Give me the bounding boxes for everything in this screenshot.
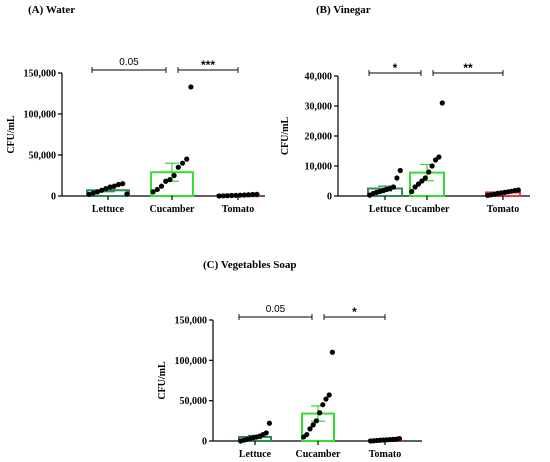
data-point: [111, 183, 117, 189]
x-tick-label: Lettuce: [239, 449, 272, 460]
data-point: [323, 396, 329, 402]
sig-label: ***: [201, 58, 215, 72]
data-point: [150, 189, 156, 195]
data-point: [422, 175, 428, 181]
panel-0: (A) Water 0 50,000 100,000 150,000 CFU/mL Lett…: [6, 4, 265, 215]
y-tick-label: 0: [202, 437, 207, 448]
data-point: [154, 186, 160, 193]
y-tick-label: 0: [327, 192, 332, 203]
data-point: [216, 193, 222, 199]
data-point: [307, 426, 313, 432]
data-point: [233, 192, 239, 198]
data-point: [94, 189, 101, 195]
data-point: [224, 193, 231, 199]
data-point: [515, 187, 521, 193]
data-point: [124, 191, 130, 197]
y-tick-label: 10,000: [305, 162, 333, 173]
x-tick-label: Tomato: [369, 449, 401, 460]
data-point: [429, 163, 435, 169]
data-point: [103, 186, 109, 192]
y-tick-label: 50,000: [180, 396, 208, 407]
data-point: [86, 191, 92, 197]
data-point: [326, 392, 332, 398]
y-tick-label: 150,000: [24, 69, 57, 80]
data-point: [241, 192, 247, 198]
data-point: [394, 175, 400, 181]
panel-title: (C) Vegetables Soap: [203, 259, 297, 271]
data-point: [115, 181, 122, 188]
x-tick-label: Tomato: [222, 204, 254, 215]
y-tick-label: 100,000: [175, 356, 208, 367]
y-axis-label: CFU/mL: [157, 361, 168, 400]
data-point: [90, 190, 96, 196]
data-point: [313, 418, 319, 424]
data-point: [184, 156, 190, 162]
data-point: [163, 178, 169, 184]
data-point: [415, 181, 422, 187]
x-tick-label: Cucamber: [405, 204, 451, 215]
panel-title: (B) Vinegar: [316, 4, 371, 16]
data-point: [390, 184, 397, 190]
data-point: [266, 420, 272, 426]
y-tick-label: 150,000: [175, 316, 208, 327]
data-point: [158, 183, 165, 189]
sig-label: 0.05: [119, 57, 139, 68]
data-point: [310, 422, 316, 428]
data-point: [412, 184, 418, 190]
sig-label: *: [352, 305, 357, 319]
data-point: [167, 177, 173, 183]
panel-2: (C) Vegetables Soap 0 50,000 100,000 150,000…: [157, 259, 422, 460]
sig-label: **: [463, 61, 473, 75]
data-point: [220, 193, 226, 199]
y-tick-label: 50,000: [29, 151, 57, 162]
data-point: [120, 181, 126, 187]
panel-1: (B) Vinegar 0 10,000 20,000 30,000 40,000 CFU/…: [280, 4, 530, 215]
y-tick-label: 20,000: [305, 132, 333, 143]
x-tick-label: Lettuce: [369, 204, 402, 215]
y-tick-label: 40,000: [305, 72, 333, 83]
data-point: [229, 192, 235, 199]
data-point: [254, 191, 260, 197]
data-point: [250, 191, 256, 198]
data-point: [179, 160, 186, 166]
data-point: [396, 435, 402, 442]
data-point: [107, 184, 113, 190]
y-tick-label: 30,000: [305, 102, 333, 113]
sig-label: *: [393, 61, 398, 75]
data-point: [263, 430, 269, 436]
data-point: [409, 188, 415, 195]
x-tick-label: Cucamber: [296, 449, 342, 460]
data-point: [426, 169, 432, 175]
sig-label: 0.05: [266, 304, 286, 315]
data-point: [320, 402, 326, 408]
data-point: [317, 410, 323, 416]
data-point: [397, 167, 403, 174]
data-point: [188, 84, 194, 90]
data-point: [175, 164, 181, 170]
data-point: [436, 154, 442, 160]
x-tick-label: Tomato: [487, 204, 519, 215]
data-point: [171, 172, 177, 179]
y-axis-label: CFU/mL: [6, 115, 17, 154]
data-point: [304, 431, 310, 438]
x-tick-label: Cucamber: [150, 204, 196, 215]
data-point: [245, 192, 252, 198]
data-point: [439, 100, 445, 106]
data-point: [329, 349, 335, 355]
data-point: [99, 187, 105, 193]
data-point: [432, 157, 439, 163]
x-tick-label: Lettuce: [92, 204, 125, 215]
y-tick-label: 100,000: [24, 110, 57, 121]
y-tick-label: 0: [51, 192, 56, 203]
y-axis-label: CFU/mL: [280, 117, 291, 156]
panel-title: (A) Water: [28, 4, 75, 16]
data-point: [237, 192, 243, 198]
data-point: [419, 178, 425, 184]
